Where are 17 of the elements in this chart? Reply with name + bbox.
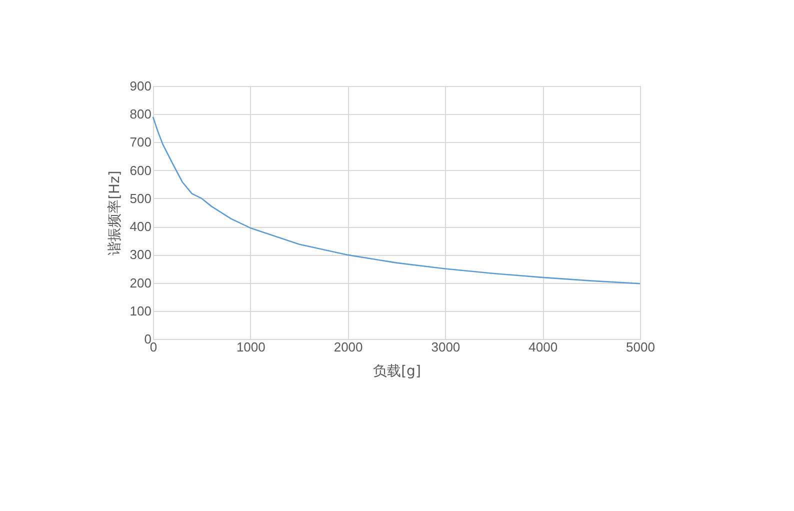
- y-tick-label: 400: [130, 219, 152, 234]
- y-tick-label: 500: [130, 190, 152, 206]
- y-tick-label: 800: [130, 106, 152, 122]
- x-axis-title: 负载[g]: [373, 364, 421, 380]
- y-tick-label: 100: [130, 303, 152, 318]
- y-tick-label: 600: [130, 162, 152, 178]
- x-tick-label: 2000: [334, 340, 363, 354]
- y-tick-label: 200: [130, 275, 152, 290]
- x-tick-label: 1000: [236, 340, 266, 354]
- y-tick-label: 300: [130, 247, 152, 262]
- y-tick-label: 900: [130, 78, 152, 94]
- x-tick-label: 3000: [431, 340, 460, 354]
- line-series: [152, 116, 641, 284]
- x-tick-label: 5000: [626, 340, 655, 354]
- y-tick-label: 700: [130, 134, 152, 150]
- y-axis-title: 谐振频率[Hz]: [106, 170, 123, 256]
- x-tick-label: 4000: [528, 340, 558, 354]
